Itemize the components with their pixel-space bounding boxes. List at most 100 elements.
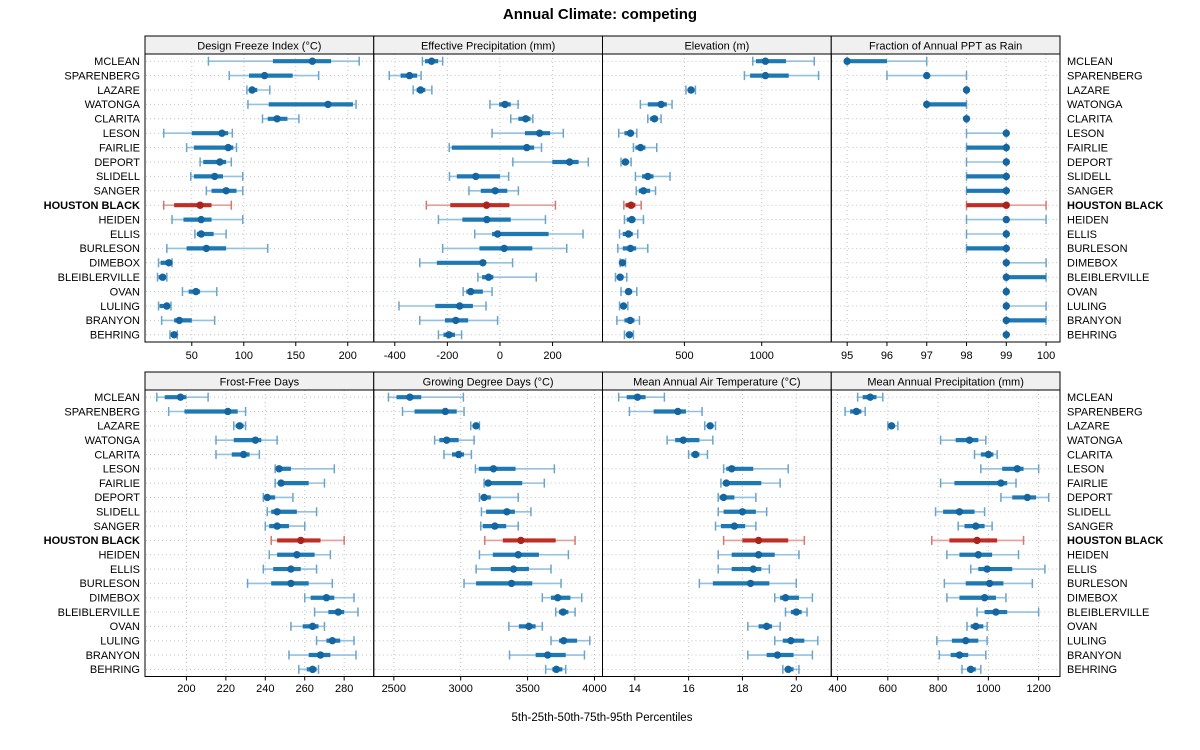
series-leson [980, 464, 1040, 474]
series-burleson [943, 578, 1034, 588]
median-dot [1002, 143, 1010, 152]
median-dot [491, 187, 499, 195]
series-leson [274, 464, 336, 474]
series-bleiblerville [976, 607, 1040, 617]
median-dot [984, 450, 993, 459]
series-deport [1000, 492, 1050, 502]
median-dot [1013, 465, 1021, 473]
series-burleson [965, 243, 1010, 253]
series-sanger [714, 521, 757, 531]
series-ovan [462, 287, 493, 297]
panel-mean-annual-precipitation-mm: Mean Annual Precipitation (mm) 400 600 800 1… [828, 371, 1061, 695]
median-dot [500, 244, 508, 253]
series-sparenberg [743, 71, 820, 81]
series-heiden [965, 215, 1047, 225]
median-dot [416, 86, 425, 94]
series-luling [157, 301, 172, 311]
series-sanger [205, 186, 244, 196]
median-dot [923, 71, 931, 80]
row-label-left: BEHRING [90, 330, 140, 342]
median-dot [277, 479, 285, 487]
series-lazare [685, 85, 697, 95]
median-dot [1002, 129, 1010, 137]
axis-tick-label: 150 [287, 350, 305, 362]
series-burleson [463, 578, 562, 588]
row-label-right: BRANYON [1067, 315, 1121, 327]
chart-title: Annual Climate: competing [503, 6, 697, 23]
row-label-left: BRANYON [86, 650, 140, 662]
median-dot [722, 479, 730, 487]
series-heiden [171, 215, 244, 225]
median-dot [216, 158, 224, 166]
series-heiden [623, 215, 645, 225]
series-sparenberg [167, 406, 247, 416]
row-label-left: SANGER [94, 521, 141, 533]
series-leson [965, 128, 1010, 138]
median-dot [674, 407, 682, 416]
median-dot [163, 302, 171, 310]
panel-border [373, 389, 603, 677]
series-slidell [634, 171, 671, 181]
median-dot [552, 665, 561, 674]
axis-tick-label: 3000 [448, 683, 472, 695]
series-ellis [717, 564, 771, 574]
series-luling [1002, 301, 1047, 311]
series-bleiblerville [614, 272, 628, 282]
axis-tick-label: 600 [879, 683, 897, 695]
series-branyon [1002, 315, 1047, 325]
median-dot [621, 158, 630, 166]
series-leson [474, 464, 556, 474]
median-dot [553, 594, 562, 602]
series-ellis [970, 564, 1046, 574]
panel-frost-free-days: Frost-Free Days 200 220 240 260 280 [144, 371, 375, 695]
median-dot [619, 302, 628, 310]
axis-tick-label: 4000 [582, 683, 606, 695]
median-dot [507, 579, 516, 588]
row-label-right: BRANYON [1067, 650, 1121, 662]
series-mclean [156, 392, 209, 402]
series-burleson [698, 578, 798, 588]
series-branyon [938, 650, 987, 660]
median-dot [706, 422, 714, 430]
median-dot [224, 143, 232, 152]
row-label-left: LAZARE [97, 85, 140, 97]
row-label-right: ELLIS [1067, 229, 1097, 241]
axis-tick-label: 99 [1000, 350, 1012, 362]
series-ovan [620, 287, 638, 297]
axis-tick-label: 260 [296, 683, 314, 695]
median-dot [175, 316, 184, 325]
row-label-right: LAZARE [1067, 421, 1110, 433]
series-dimebox [618, 258, 627, 268]
panels-group: Design Freeze Index (°C)50 100 150 200Effec… [144, 35, 1061, 695]
median-dot [639, 187, 648, 195]
median-dot [923, 100, 931, 109]
row-label-right: LESON [1067, 464, 1104, 476]
panel-border [830, 53, 1061, 343]
series-ovan [508, 621, 544, 631]
series-houston-black [270, 535, 345, 545]
median-dot [489, 465, 498, 473]
median-dot [687, 86, 695, 94]
median-dot [224, 407, 232, 416]
series-luling [618, 301, 629, 311]
series-fairlie [274, 478, 326, 488]
median-dot [210, 172, 219, 181]
median-dot [887, 422, 896, 430]
axis-tick-label: 200 [177, 683, 195, 695]
series-branyon [616, 315, 641, 325]
row-label-left: BURLESON [79, 578, 140, 590]
series-slidell [965, 171, 1010, 181]
row-label-right: CLARITA [1067, 449, 1113, 461]
series-sanger [480, 521, 519, 531]
panel-strip-title: Elevation (m) [684, 41, 749, 53]
median-dot [467, 287, 475, 296]
series-clarita [215, 449, 261, 459]
series-sparenberg [388, 71, 422, 81]
series-dimebox [541, 593, 583, 603]
median-dot [1023, 493, 1032, 502]
axis-tick-label: 200 [543, 350, 561, 362]
panel-border [602, 389, 832, 677]
row-label-left: MCLEAN [94, 392, 140, 404]
